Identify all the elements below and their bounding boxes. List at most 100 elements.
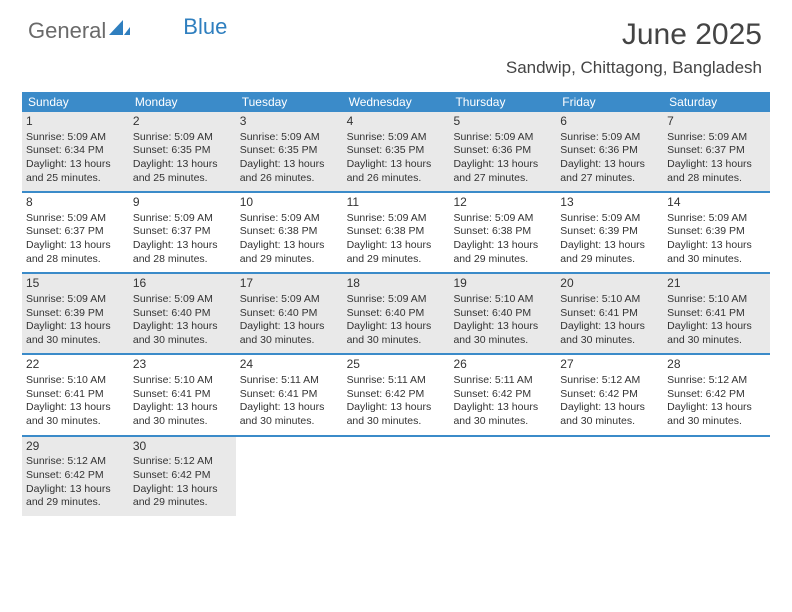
day-number: 2 (133, 114, 232, 130)
sunset-text: Sunset: 6:40 PM (240, 307, 339, 321)
sunset-text: Sunset: 6:39 PM (26, 307, 125, 321)
calendar-cell-empty (236, 437, 343, 516)
sunset-text: Sunset: 6:37 PM (667, 144, 766, 158)
sunrise-text: Sunrise: 5:09 AM (133, 212, 232, 226)
week-row: 15Sunrise: 5:09 AMSunset: 6:39 PMDayligh… (22, 274, 770, 355)
sunrise-text: Sunrise: 5:09 AM (347, 293, 446, 307)
day-number: 10 (240, 195, 339, 211)
calendar-cell: 12Sunrise: 5:09 AMSunset: 6:38 PMDayligh… (449, 193, 556, 272)
sunrise-text: Sunrise: 5:09 AM (667, 131, 766, 145)
sunset-text: Sunset: 6:39 PM (667, 225, 766, 239)
daylight-text: Daylight: 13 hours and 28 minutes. (667, 158, 766, 185)
calendar-cell: 3Sunrise: 5:09 AMSunset: 6:35 PMDaylight… (236, 112, 343, 191)
day-number: 21 (667, 276, 766, 292)
calendar-cell: 18Sunrise: 5:09 AMSunset: 6:40 PMDayligh… (343, 274, 450, 353)
sunset-text: Sunset: 6:41 PM (560, 307, 659, 321)
sunrise-text: Sunrise: 5:09 AM (133, 131, 232, 145)
week-row: 22Sunrise: 5:10 AM Sunset: 6:41 PM Dayligh… (22, 355, 770, 436)
day-number: 24 (240, 357, 339, 373)
daylight-text: Daylight: 13 hours and 26 minutes. (347, 158, 446, 185)
day-number: 25 (347, 357, 446, 373)
daylight-text: Daylight: 13 hours and 29 minutes. (26, 483, 125, 510)
day-number: 22 (26, 357, 125, 373)
daylight-text: Daylight: 13 hours and 30 minutes. (347, 401, 446, 428)
sunrise-text: Sunrise: 5:09 AM (347, 131, 446, 145)
daylight-text: Daylight: 13 hours and 30 minutes. (667, 239, 766, 266)
daylight-text: Daylight: 13 hours and 26 minutes. (240, 158, 339, 185)
calendar: SundayMondayTuesdayWednesdayThursdayFrid… (22, 92, 770, 516)
day-number: 19 (453, 276, 552, 292)
month-title: June 2025 (506, 18, 762, 52)
sunset-text: Sunset: 6:42 PM (26, 469, 125, 483)
daylight-text: Daylight: 13 hours and 29 minutes. (453, 239, 552, 266)
calendar-cell: 15Sunrise: 5:09 AMSunset: 6:39 PMDayligh… (22, 274, 129, 353)
calendar-cell: 20Sunrise: 5:10 AMSunset: 6:41 PMDayligh… (556, 274, 663, 353)
logo: General Blue (28, 18, 175, 44)
day-number: 23 (133, 357, 232, 373)
calendar-cell: 22Sunrise: 5:10 AMSunset: 6:41 PMDayligh… (22, 355, 129, 434)
day-number: 15 (26, 276, 125, 292)
day-number: 17 (240, 276, 339, 292)
sunset-text: Sunset: 6:42 PM (453, 388, 552, 402)
sunrise-text: Sunrise: 5:09 AM (240, 293, 339, 307)
daylight-text: Daylight: 13 hours and 28 minutes. (133, 239, 232, 266)
day-number: 11 (347, 195, 446, 211)
sunrise-text: Sunrise: 5:09 AM (240, 131, 339, 145)
sunrise-text: Sunrise: 5:12 AM (667, 374, 766, 388)
daylight-text: Daylight: 13 hours and 30 minutes. (453, 320, 552, 347)
sunset-text: Sunset: 6:42 PM (133, 469, 232, 483)
day-number: 18 (347, 276, 446, 292)
day-number: 29 (26, 439, 125, 455)
day-number: 5 (453, 114, 552, 130)
calendar-cell: 10Sunrise: 5:09 AMSunset: 6:38 PMDayligh… (236, 193, 343, 272)
day-number: 16 (133, 276, 232, 292)
day-header: Saturday (663, 92, 770, 112)
sunrise-text: Sunrise: 5:11 AM (347, 374, 446, 388)
day-number: 3 (240, 114, 339, 130)
sunrise-text: Sunrise: 5:10 AM (26, 374, 125, 388)
daylight-text: Daylight: 13 hours and 30 minutes. (133, 320, 232, 347)
day-number: 9 (133, 195, 232, 211)
calendar-cell: 11Sunrise: 5:09 AMSunset: 6:38 PMDayligh… (343, 193, 450, 272)
sunset-text: Sunset: 6:41 PM (240, 388, 339, 402)
calendar-cell: 29Sunrise: 5:12 AMSunset: 6:42 PMDayligh… (22, 437, 129, 516)
calendar-cell: 26Sunrise: 5:11 AMSunset: 6:42 PMDayligh… (449, 355, 556, 434)
day-number: 1 (26, 114, 125, 130)
daylight-text: Daylight: 13 hours and 30 minutes. (240, 320, 339, 347)
sunrise-text: Sunrise: 5:09 AM (26, 212, 125, 226)
day-header: Sunday (22, 92, 129, 112)
sunrise-text: Sunrise: 5:12 AM (133, 455, 232, 469)
location-text: Sandwip, Chittagong, Bangladesh (506, 58, 762, 78)
day-header: Thursday (449, 92, 556, 112)
calendar-cell: 13Sunrise: 5:09 AMSunset: 6:39 PMDayligh… (556, 193, 663, 272)
sunrise-text: Sunrise: 5:12 AM (26, 455, 125, 469)
sunset-text: Sunset: 6:39 PM (560, 225, 659, 239)
sunset-text: Sunset: 6:36 PM (453, 144, 552, 158)
day-number: 13 (560, 195, 659, 211)
logo-text-general: General (28, 18, 106, 44)
calendar-cell: 8Sunrise: 5:09 AMSunset: 6:37 PMDaylight… (22, 193, 129, 272)
sunrise-text: Sunrise: 5:09 AM (667, 212, 766, 226)
sunset-text: Sunset: 6:34 PM (26, 144, 125, 158)
daylight-text: Daylight: 13 hours and 25 minutes. (26, 158, 125, 185)
calendar-cell: 16Sunrise: 5:09 AMSunset: 6:40 PMDayligh… (129, 274, 236, 353)
sunrise-text: Sunrise: 5:09 AM (26, 293, 125, 307)
sunset-text: Sunset: 6:42 PM (347, 388, 446, 402)
calendar-cell: 14Sunrise: 5:09 AMSunset: 6:39 PMDayligh… (663, 193, 770, 272)
day-number: 4 (347, 114, 446, 130)
calendar-cell: 17Sunrise: 5:09 AMSunset: 6:40 PMDayligh… (236, 274, 343, 353)
calendar-cell: 30Sunrise: 5:12 AMSunset: 6:42 PMDayligh… (129, 437, 236, 516)
daylight-text: Daylight: 13 hours and 30 minutes. (26, 401, 125, 428)
sunrise-text: Sunrise: 5:11 AM (240, 374, 339, 388)
sunrise-text: Sunrise: 5:09 AM (560, 131, 659, 145)
calendar-cell: 21Sunrise: 5:10 AMSunset: 6:41 PMDayligh… (663, 274, 770, 353)
sunrise-text: Sunrise: 5:09 AM (453, 212, 552, 226)
sunset-text: Sunset: 6:36 PM (560, 144, 659, 158)
daylight-text: Daylight: 13 hours and 30 minutes. (560, 401, 659, 428)
calendar-cell: 9Sunrise: 5:09 AMSunset: 6:37 PMDaylight… (129, 193, 236, 272)
daylight-text: Daylight: 13 hours and 29 minutes. (560, 239, 659, 266)
calendar-cell: 6Sunrise: 5:09 AMSunset: 6:36 PMDaylight… (556, 112, 663, 191)
calendar-cell: 4Sunrise: 5:09 AMSunset: 6:35 PMDaylight… (343, 112, 450, 191)
sunset-text: Sunset: 6:38 PM (347, 225, 446, 239)
day-header: Tuesday (236, 92, 343, 112)
